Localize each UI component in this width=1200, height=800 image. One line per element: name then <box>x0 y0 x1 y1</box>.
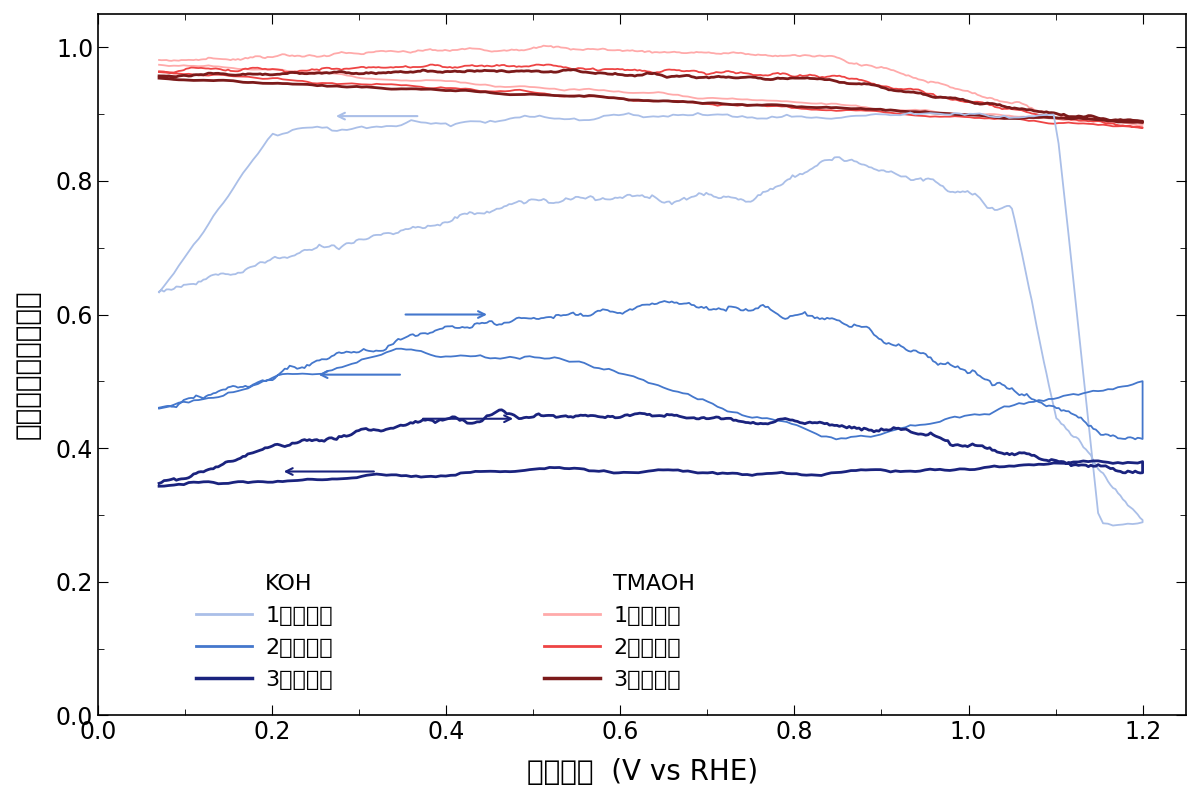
Y-axis label: 規格化した回折強度: 規格化した回折強度 <box>14 290 42 439</box>
X-axis label: 電極電位  (V vs RHE): 電極電位 (V vs RHE) <box>527 758 757 786</box>
Legend: TMAOH, 1サイクル, 2サイクル, 3サイクル: TMAOH, 1サイクル, 2サイクル, 3サイクル <box>545 574 695 690</box>
